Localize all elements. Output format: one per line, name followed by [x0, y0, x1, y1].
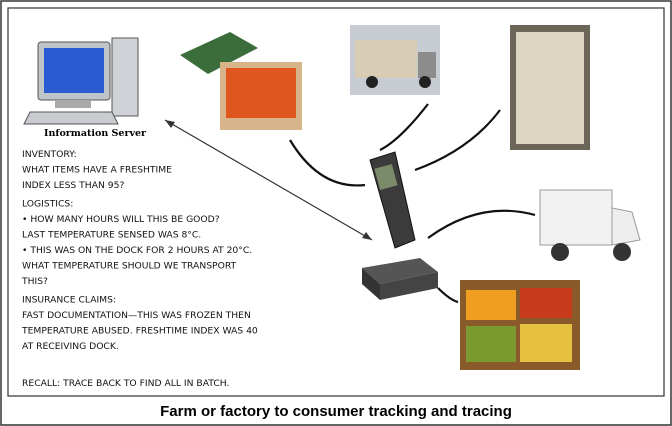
- section-line: • HOW MANY HOURS WILL THIS BE GOOD?: [22, 214, 220, 225]
- section-heading: LOGISTICS:: [22, 199, 73, 210]
- section-heading: INVENTORY:: [22, 149, 77, 160]
- section-heading: INSURANCE CLAIMS:: [22, 295, 116, 306]
- pallets-photo: [510, 25, 590, 150]
- section-line: WHAT ITEMS HAVE A FRESHTIME: [22, 165, 172, 176]
- section-line: LAST TEMPERATURE SENSED WAS 8°C.: [22, 230, 201, 241]
- produce-photo: [460, 280, 580, 370]
- section-line: TEMPERATURE ABUSED. FRESHTIME INDEX WAS …: [21, 326, 258, 337]
- truck-photo: [350, 25, 440, 95]
- section-line: AT RECEIVING DOCK.: [22, 341, 119, 352]
- caption: Farm or factory to consumer tracking and…: [160, 403, 512, 420]
- section-line: FAST DOCUMENTATION—THIS WAS FROZEN THEN: [22, 310, 251, 321]
- server-label: Information Server: [44, 128, 147, 139]
- section-line: WHAT TEMPERATURE SHOULD WE TRANSPORT: [22, 261, 237, 272]
- diagram: Information Server INVENTORY: WHAT ITEMS …: [0, 0, 672, 426]
- recall-line: RECALL: TRACE BACK TO FIND ALL IN BATCH.: [22, 378, 229, 389]
- section-line: • THIS WAS ON THE DOCK FOR 2 HOURS AT 20…: [22, 245, 252, 256]
- section-line: INDEX LESS THAN 95?: [22, 180, 124, 191]
- section-line: THIS?: [21, 276, 48, 287]
